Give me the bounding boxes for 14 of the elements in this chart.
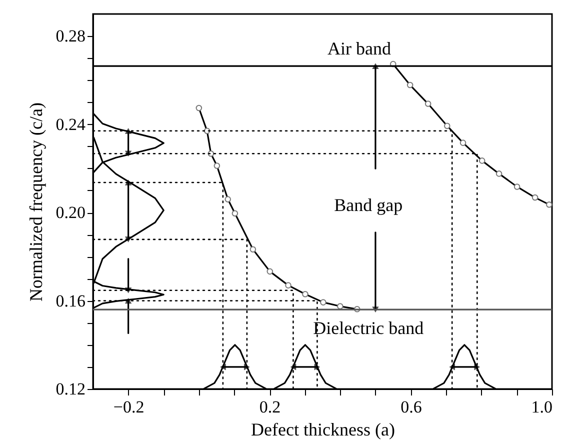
y-tick-label: 0.16 (56, 291, 86, 310)
x-tick-label: 0.2 (259, 398, 281, 416)
x-tick-label: 1.0 (531, 398, 552, 416)
y-tick-label: 0.24 (56, 114, 86, 134)
annotation: Dielectric band (313, 318, 424, 338)
annotation: Band gap (334, 195, 403, 215)
x-tick-label: −0.2 (113, 398, 144, 416)
y-axis-title: Normalized frequency (c/a) (26, 102, 46, 302)
y-tick-label: 0.12 (56, 380, 86, 398)
y-tick-label: 0.28 (56, 26, 86, 46)
y-tick-label: 0.20 (56, 203, 86, 222)
x-axis-title: Defect thickness (a) (251, 420, 395, 440)
annotation: Air band (327, 38, 391, 59)
x-tick-label: 0.6 (400, 398, 422, 416)
